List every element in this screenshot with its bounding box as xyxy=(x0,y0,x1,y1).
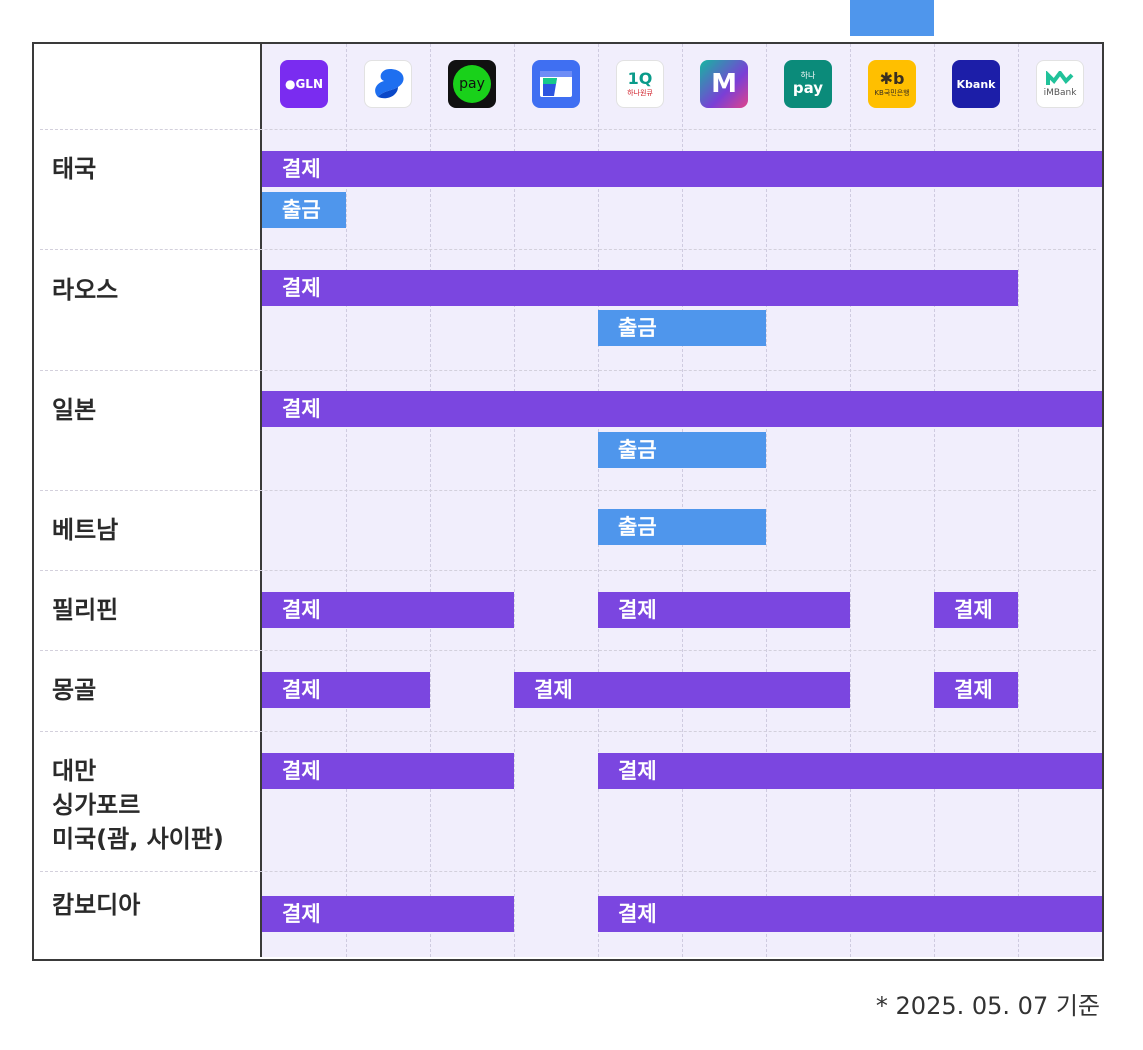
payment-bar: 결제 xyxy=(262,592,514,628)
grid-row-line xyxy=(40,731,1096,732)
payment-bar: 결제 xyxy=(262,270,1018,306)
country-label: 몽골 xyxy=(52,676,97,704)
payment-bar: 결제 xyxy=(598,592,850,628)
grid-row-line xyxy=(40,249,1096,250)
imbank-logo-icon: iMBank xyxy=(1036,60,1084,108)
blue-wallet-logo-icon xyxy=(532,60,580,108)
label-column-divider xyxy=(260,44,262,957)
payment-bar: 결제 xyxy=(262,151,1102,187)
payment-bar: 결제 xyxy=(262,391,1102,427)
grid-row-line xyxy=(40,370,1096,371)
country-label: 일본 xyxy=(52,396,97,424)
country-label: 필리핀 xyxy=(52,596,119,624)
grid-row-line xyxy=(40,871,1096,872)
footnote: * 2025. 05. 07 기준 xyxy=(875,992,1100,1020)
grid-column-line xyxy=(1018,44,1019,957)
payment-bar: 결제 xyxy=(598,753,1102,789)
gln-logo-icon: ●GLN xyxy=(280,60,328,108)
withdrawal-bar: 출금 xyxy=(598,432,766,468)
payment-bar: 결제 xyxy=(598,896,1102,932)
grid-column-line xyxy=(598,44,599,957)
grid-column-line xyxy=(682,44,683,957)
kbank-logo-icon: Kbank xyxy=(952,60,1000,108)
grid-row-line xyxy=(40,650,1096,651)
green-pay-logo-icon: pay xyxy=(448,60,496,108)
payment-bar: 결제 xyxy=(934,592,1018,628)
payment-bar: 결제 xyxy=(262,672,430,708)
withdrawal-bar: 출금 xyxy=(598,509,766,545)
country-label: 캄보디아 xyxy=(52,891,141,919)
grid-column-line xyxy=(934,44,935,957)
payment-bar: 결제 xyxy=(262,753,514,789)
hana-pay-logo-icon: 하나 pay xyxy=(784,60,832,108)
grid-column-line xyxy=(430,44,431,957)
hana-1q-logo-icon: 1Q 하나원큐 xyxy=(616,60,664,108)
grid-column-line xyxy=(850,44,851,957)
withdrawal-bar: 출금 xyxy=(262,192,346,228)
country-label: 대만 싱가포르 미국(괌, 사이판) xyxy=(52,757,224,853)
country-label: 베트남 xyxy=(52,516,119,544)
grid-column-line xyxy=(766,44,767,957)
payment-bar: 결제 xyxy=(262,896,514,932)
grid-column-line xyxy=(514,44,515,957)
blue-swirl-logo-icon xyxy=(364,60,412,108)
country-label: 태국 xyxy=(52,155,97,183)
payment-bar: 결제 xyxy=(934,672,1018,708)
withdrawal-bar: 출금 xyxy=(598,310,766,346)
kb-bank-logo-icon: ✱b KB국민은행 xyxy=(868,60,916,108)
grid-row-line xyxy=(40,129,1096,130)
grid-row-line xyxy=(40,570,1096,571)
country-label: 라오스 xyxy=(52,276,119,304)
withdrawal-bar xyxy=(850,0,934,36)
grid-column-line xyxy=(346,44,347,957)
grid-row-line xyxy=(40,490,1096,491)
payment-bar: 결제 xyxy=(514,672,850,708)
m-gradient-logo-icon: M xyxy=(700,60,748,108)
